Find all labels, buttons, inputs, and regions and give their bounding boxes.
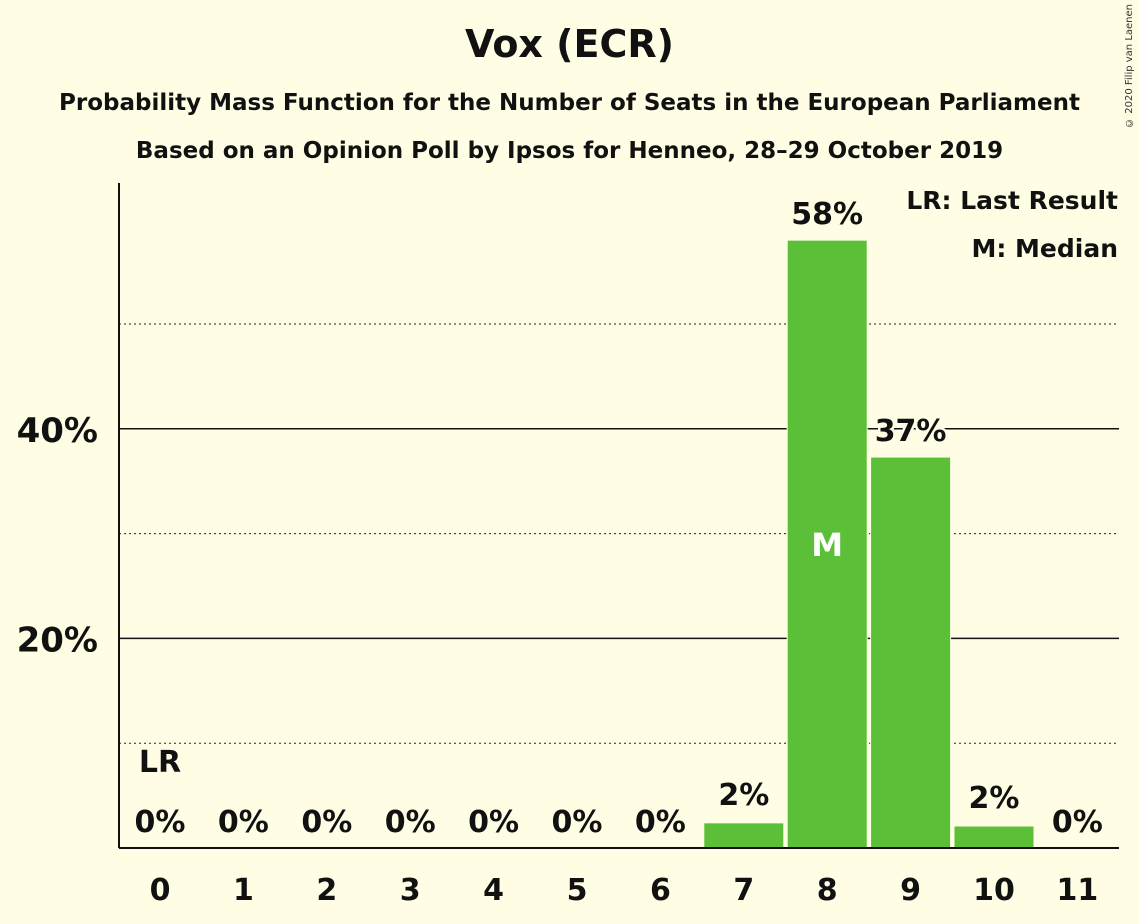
x-tick-label: 4 — [483, 873, 504, 908]
x-tick-label: 11 — [1057, 873, 1099, 908]
bars — [703, 239, 1035, 849]
x-tick-label: 2 — [316, 873, 337, 908]
data-label: 58% — [791, 197, 863, 232]
data-label: 0% — [218, 805, 269, 840]
data-label: 0% — [1052, 805, 1103, 840]
data-label: 2% — [969, 781, 1020, 816]
x-tick-label: 9 — [900, 873, 921, 908]
data-label: 37% — [875, 414, 947, 449]
x-tick-label: 6 — [650, 873, 671, 908]
x-tick-label: 5 — [567, 873, 588, 908]
legend: LR: Last Result M: Median — [906, 186, 1118, 263]
data-label: 2% — [718, 778, 769, 813]
bar — [703, 822, 785, 849]
x-tick-label: 0 — [150, 873, 171, 908]
data-label: 0% — [301, 805, 352, 840]
x-tick-label: 1 — [233, 873, 254, 908]
bar — [953, 825, 1035, 849]
y-tick-label: 40% — [17, 411, 98, 451]
x-tick-label: 3 — [400, 873, 421, 908]
chart-subtitle: Probability Mass Function for the Number… — [59, 90, 1080, 116]
data-label: 0% — [385, 805, 436, 840]
x-tick-label: 8 — [817, 873, 838, 908]
legend-entry: LR: Last Result — [906, 186, 1118, 215]
x-tick-label: 10 — [973, 873, 1015, 908]
gridlines — [119, 323, 1119, 744]
data-label: 0% — [552, 805, 603, 840]
data-label: 0% — [635, 805, 686, 840]
median-marker: M — [811, 526, 843, 564]
legend-entry: M: Median — [971, 234, 1118, 263]
chart-title: Vox (ECR) — [464, 22, 675, 66]
axes: 20% 40% 0 1 2 3 4 5 6 7 8 9 10 11 — [17, 183, 1119, 908]
bar — [786, 239, 868, 849]
last-result-marker: LR — [139, 745, 181, 780]
y-tick-label: 20% — [17, 620, 98, 660]
data-label: 0% — [468, 805, 519, 840]
chart-source-line: Based on an Opinion Poll by Ipsos for He… — [135, 138, 1004, 164]
data-labels: 0% 0% 0% 0% 0% 0% 0% 2% 58% 37% 2% 0% LR M — [135, 197, 1103, 840]
data-label: 0% — [135, 805, 186, 840]
bar — [870, 456, 952, 849]
x-tick-label: 7 — [733, 873, 754, 908]
